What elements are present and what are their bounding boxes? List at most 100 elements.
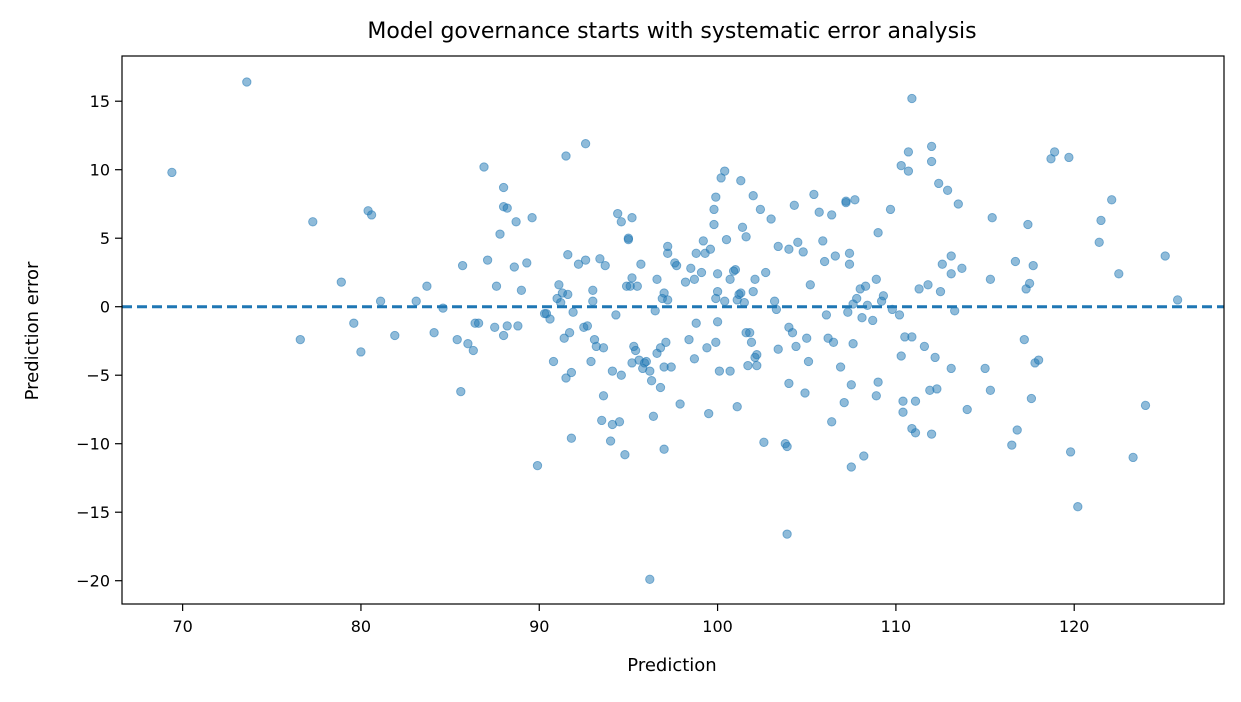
data-point [857, 313, 867, 323]
y-tick-label: 5 [100, 229, 110, 248]
data-point [356, 347, 366, 357]
data-point [655, 382, 666, 393]
data-point [1114, 269, 1124, 279]
data-point [652, 274, 662, 284]
points-layer [167, 77, 1183, 584]
data-point [932, 384, 942, 394]
data-point [714, 366, 725, 376]
data-point [859, 451, 869, 461]
data-point [641, 356, 651, 367]
data-point [846, 462, 856, 472]
data-point [588, 285, 598, 295]
data-point [1033, 355, 1044, 365]
data-point [737, 222, 748, 232]
data-point [1049, 147, 1060, 157]
data-point [623, 233, 634, 243]
data-point [985, 274, 996, 284]
data-point [746, 337, 757, 347]
y-tick-label: 0 [100, 298, 110, 317]
data-point [709, 204, 719, 215]
data-point [1065, 447, 1076, 457]
data-point [926, 429, 937, 439]
data-point [563, 250, 573, 260]
chart-title: Model governance starts with systematic … [367, 19, 976, 44]
data-point [748, 191, 758, 201]
data-point [295, 334, 305, 345]
data-point [490, 322, 500, 332]
data-point [691, 248, 701, 258]
data-point [802, 333, 812, 343]
data-point [595, 254, 605, 264]
data-point [502, 321, 512, 331]
data-point [1172, 295, 1183, 305]
data-point [502, 203, 512, 213]
data-point [1010, 256, 1021, 267]
data-point [1028, 260, 1038, 271]
data-point [645, 574, 655, 584]
data-point [702, 343, 712, 353]
data-point [953, 199, 963, 209]
data-point [655, 343, 666, 353]
data-point [766, 214, 776, 224]
plot-area-frame [121, 55, 1225, 605]
data-point [429, 328, 439, 338]
data-point [803, 356, 814, 367]
data-point [711, 192, 721, 202]
data-point [1023, 219, 1033, 230]
data-point [491, 281, 502, 291]
data-point [926, 141, 937, 152]
data-point [827, 417, 837, 427]
data-point [819, 256, 830, 267]
data-point [511, 217, 521, 227]
data-point [1019, 334, 1029, 345]
x-tick-label: 70 [172, 617, 192, 636]
data-point [980, 363, 990, 374]
data-point [1140, 400, 1151, 411]
data-point [773, 344, 783, 354]
data-point [910, 396, 921, 406]
data-point [903, 147, 914, 157]
data-point [1128, 452, 1138, 463]
data-point [878, 291, 889, 301]
data-point [732, 402, 742, 412]
data-point [787, 328, 798, 338]
data-point [671, 260, 682, 271]
data-point [646, 376, 657, 386]
data-point [586, 356, 596, 367]
data-point [896, 160, 906, 171]
data-point [750, 274, 760, 284]
data-point [689, 354, 700, 364]
data-point [1024, 278, 1035, 289]
data-point [561, 373, 571, 383]
data-point [607, 366, 618, 376]
data-point [871, 274, 881, 284]
data-point [873, 228, 883, 238]
data-point [479, 162, 489, 172]
data-point [712, 269, 723, 279]
data-point [582, 321, 593, 331]
data-point [498, 182, 509, 193]
data-point [663, 295, 673, 305]
data-point [843, 307, 853, 317]
data-point [789, 200, 799, 210]
data-point [411, 296, 421, 306]
data-point [242, 77, 252, 87]
data-point [566, 367, 577, 378]
data-point [720, 296, 730, 306]
data-point [527, 213, 537, 223]
data-point [923, 280, 933, 290]
data-point [598, 343, 609, 353]
data-point [743, 360, 753, 371]
data-point [1107, 195, 1117, 205]
data-point [456, 386, 466, 397]
data-point [1160, 251, 1170, 261]
data-point [798, 247, 808, 257]
data-point [898, 407, 908, 417]
data-point [852, 293, 862, 304]
x-tick-label: 110 [881, 617, 912, 636]
data-point [614, 417, 625, 427]
y-tick-label: −10 [76, 435, 110, 454]
data-point [1012, 425, 1022, 435]
